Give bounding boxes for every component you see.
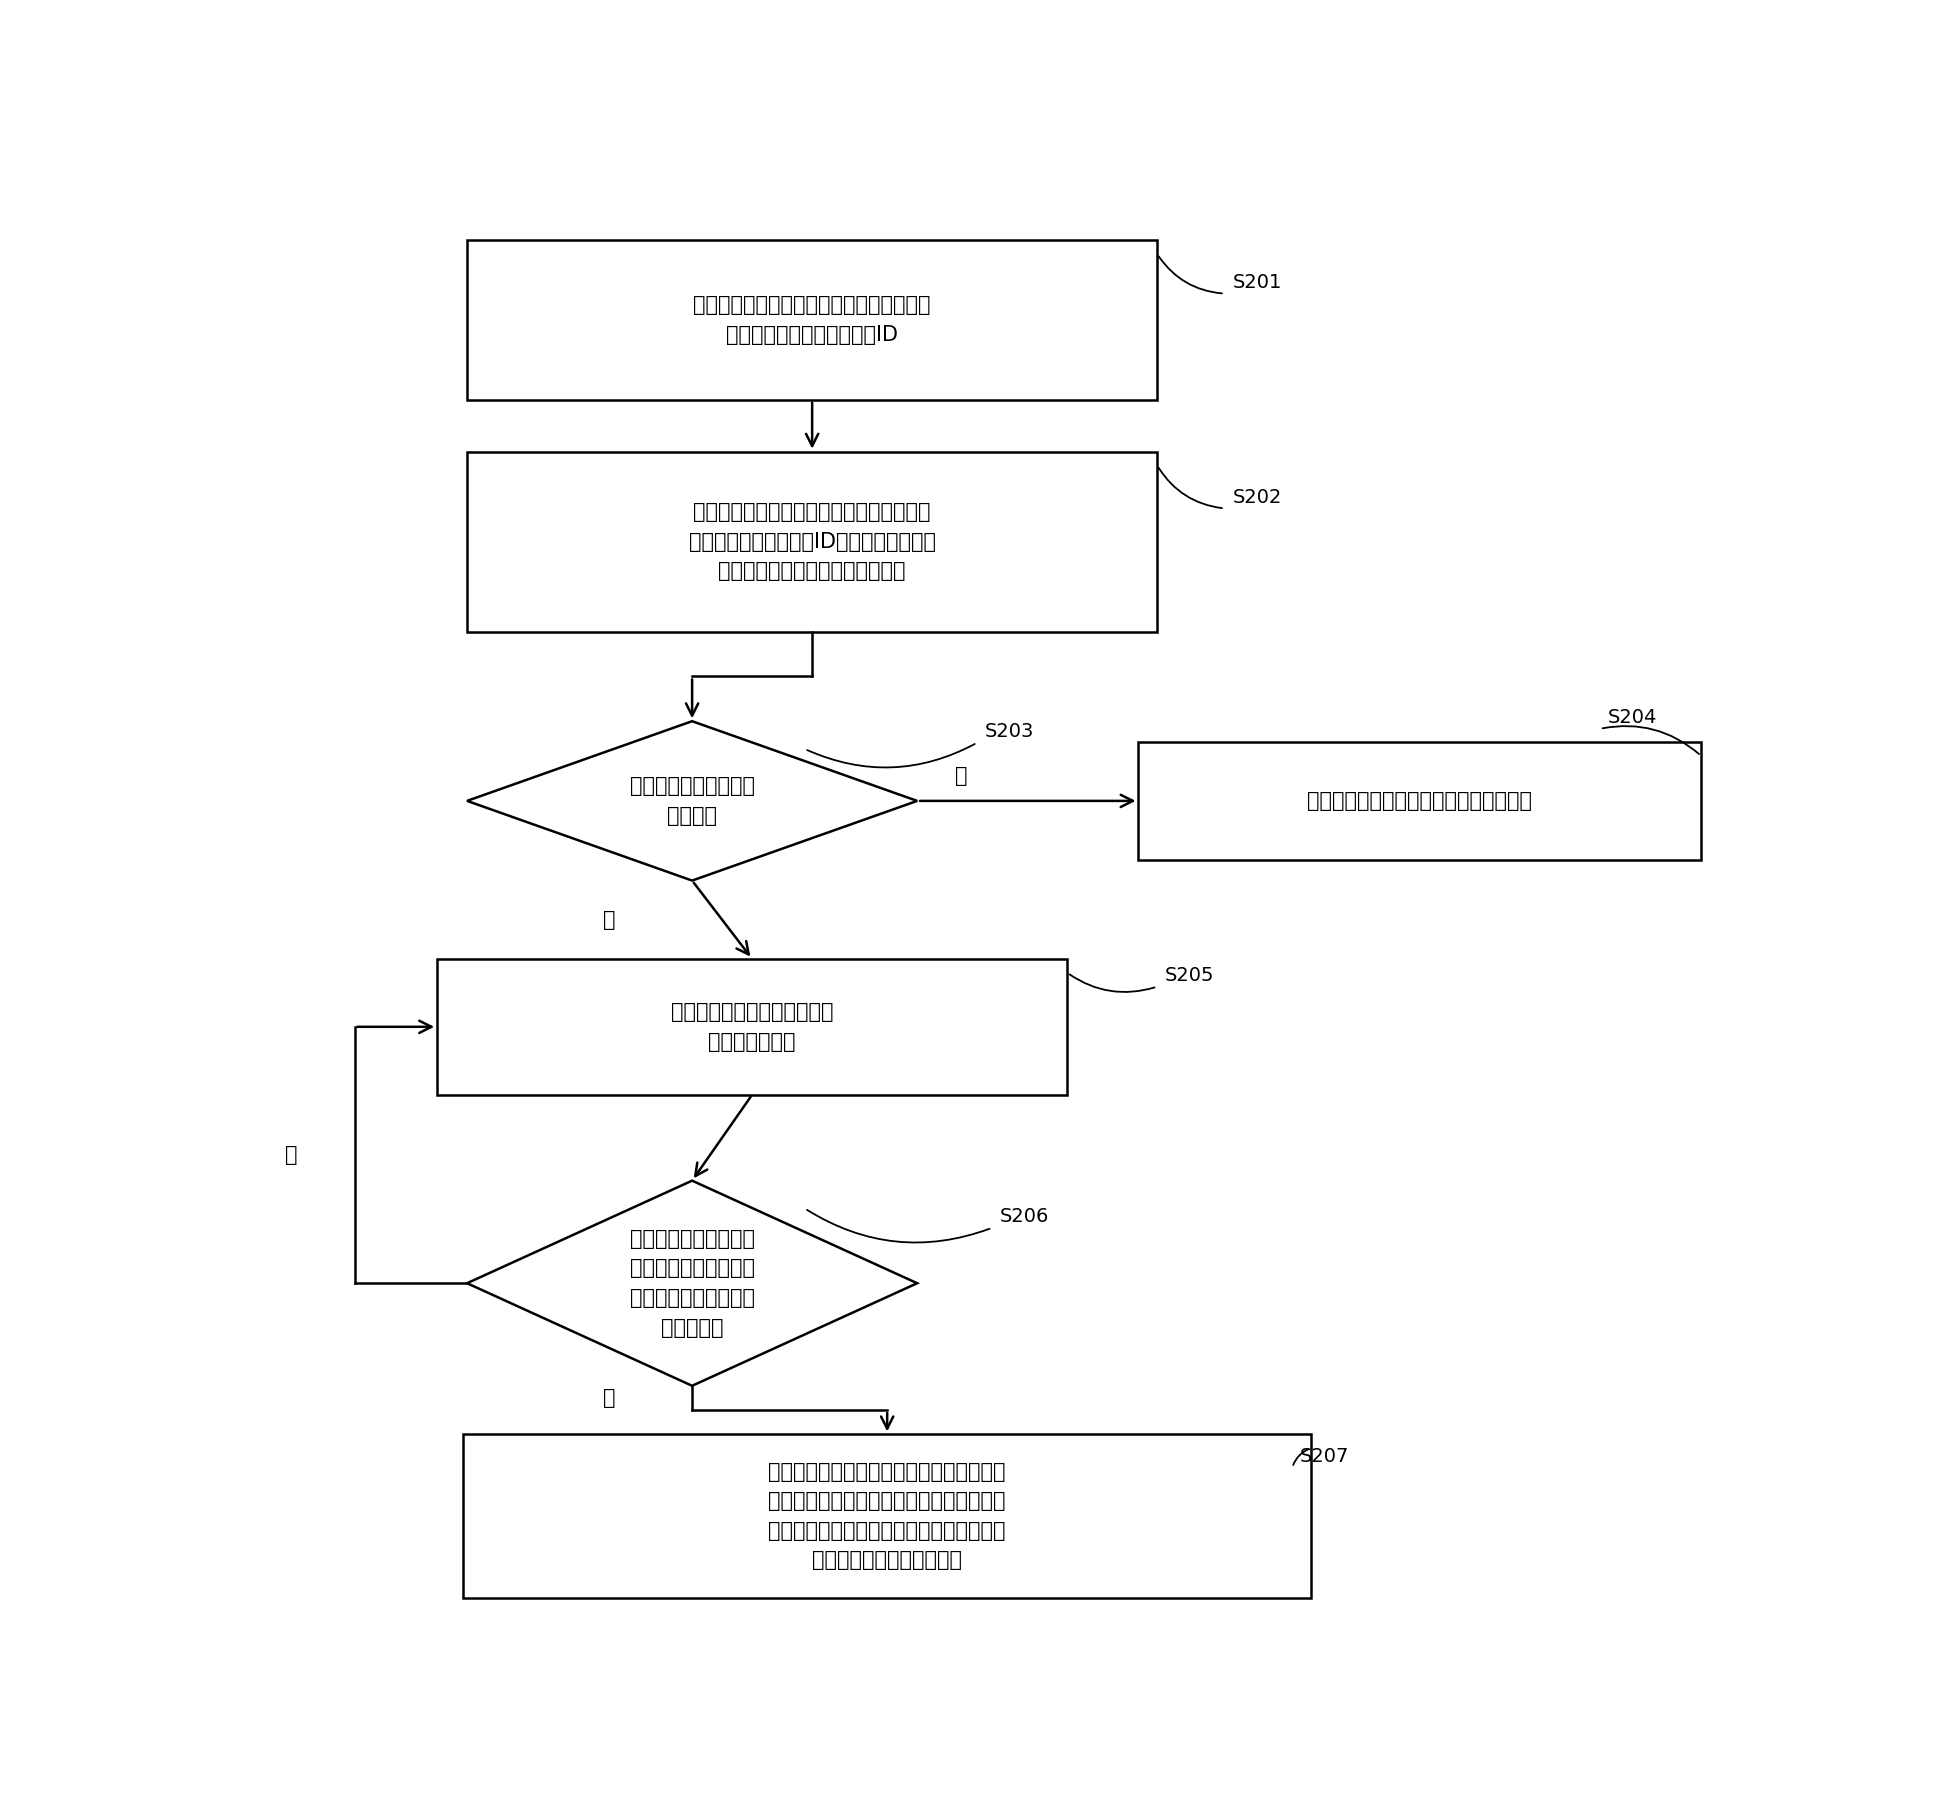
Text: S201: S201	[1233, 274, 1282, 292]
Bar	[467, 452, 1158, 632]
Bar	[1138, 742, 1702, 860]
Text: 对数据读取控制模块自身进行加锁处理，根
据所述数据处理模块的ID，从动态队列管理
模块中读取待处理的一条第一数据: 对数据读取控制模块自身进行加锁处理，根 据所述数据处理模块的ID，从动态队列管理…	[689, 502, 935, 581]
Text: 则将所述第一数据返回所述数据处理模块: 则将所述第一数据返回所述数据处理模块	[1307, 790, 1531, 810]
Text: 是: 是	[285, 1145, 298, 1165]
Text: 数据读取控制模块接收数据处理模块的调用
请求与所述数据处理模块的ID: 数据读取控制模块接收数据处理模块的调用 请求与所述数据处理模块的ID	[693, 295, 931, 346]
Bar	[467, 239, 1158, 400]
Text: S203: S203	[985, 722, 1034, 742]
Text: S207: S207	[1299, 1447, 1349, 1465]
Text: 判断所述第一数据是否
读取成功: 判断所述第一数据是否 读取成功	[629, 776, 755, 826]
Text: 否: 否	[604, 909, 616, 931]
Polygon shape	[467, 722, 918, 880]
Text: S206: S206	[999, 1208, 1049, 1226]
Text: S202: S202	[1233, 488, 1282, 508]
Text: S205: S205	[1165, 967, 1214, 985]
Text: 则确定其他数据处理模块均不在处理所述第
二数据所对应设备的数据，将所述第二数据
返回所述数据处理模块，并对所述数据读取
控制模块自身进行解锁处理: 则确定其他数据处理模块均不在处理所述第 二数据所对应设备的数据，将所述第二数据 …	[769, 1462, 1007, 1570]
Text: 否: 否	[604, 1388, 616, 1408]
Bar	[438, 959, 1067, 1094]
Text: 是: 是	[954, 767, 968, 787]
Text: S204: S204	[1607, 707, 1657, 727]
Text: 将所述第二数据缓存到
所述动态队列管理模块
，判断所述第二数据是
否缓存成功: 将所述第二数据缓存到 所述动态队列管理模块 ，判断所述第二数据是 否缓存成功	[629, 1229, 755, 1337]
Bar	[463, 1435, 1311, 1598]
Text: 则从设备数据池中读取待处理
的一条第二数据: 则从设备数据池中读取待处理 的一条第二数据	[672, 1003, 832, 1051]
Polygon shape	[467, 1181, 918, 1386]
